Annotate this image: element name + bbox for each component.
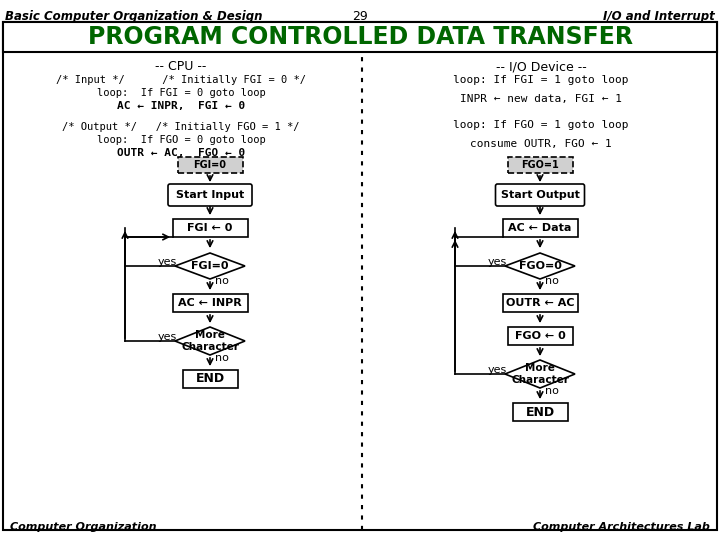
Text: yes: yes	[487, 365, 507, 375]
FancyBboxPatch shape	[495, 184, 585, 206]
Text: no: no	[545, 276, 559, 286]
Text: FGO ← 0: FGO ← 0	[515, 331, 565, 341]
FancyBboxPatch shape	[182, 370, 238, 388]
Polygon shape	[175, 327, 245, 355]
Text: loop: If FGO = 1 goto loop: loop: If FGO = 1 goto loop	[454, 120, 629, 130]
FancyBboxPatch shape	[168, 184, 252, 206]
Text: END: END	[195, 373, 225, 386]
FancyBboxPatch shape	[3, 22, 717, 52]
FancyBboxPatch shape	[3, 22, 717, 530]
FancyBboxPatch shape	[173, 294, 248, 312]
Text: AC ← INPR: AC ← INPR	[178, 298, 242, 308]
FancyBboxPatch shape	[173, 219, 248, 237]
Text: PROGRAM CONTROLLED DATA TRANSFER: PROGRAM CONTROLLED DATA TRANSFER	[88, 25, 632, 49]
Text: More
Character: More Character	[511, 363, 569, 385]
Text: OUTR ← AC: OUTR ← AC	[505, 298, 575, 308]
Text: FGI=0: FGI=0	[194, 160, 227, 170]
Text: Basic Computer Organization & Design: Basic Computer Organization & Design	[5, 10, 263, 23]
Text: no: no	[215, 276, 229, 286]
Text: Start Input: Start Input	[176, 190, 244, 200]
Text: Start Output: Start Output	[500, 190, 580, 200]
Text: -- I/O Device --: -- I/O Device --	[495, 60, 586, 73]
Text: Computer Architectures Lab: Computer Architectures Lab	[533, 522, 710, 532]
Text: /* Input */      /* Initially FGI = 0 */: /* Input */ /* Initially FGI = 0 */	[56, 75, 306, 85]
Polygon shape	[175, 253, 245, 279]
Polygon shape	[505, 253, 575, 279]
FancyBboxPatch shape	[508, 327, 572, 345]
Text: loop: If FGI = 1 goto loop: loop: If FGI = 1 goto loop	[454, 75, 629, 85]
Polygon shape	[505, 360, 575, 388]
Text: OUTR ← AC,  FGO ← 0: OUTR ← AC, FGO ← 0	[117, 148, 245, 158]
Text: I/O and Interrupt: I/O and Interrupt	[603, 10, 715, 23]
Text: More
Character: More Character	[181, 330, 239, 352]
Text: FGO=0: FGO=0	[518, 261, 562, 271]
Text: yes: yes	[158, 332, 176, 342]
Text: 29: 29	[352, 10, 368, 23]
FancyBboxPatch shape	[503, 219, 577, 237]
Text: INPR ← new data, FGI ← 1: INPR ← new data, FGI ← 1	[460, 94, 622, 104]
Text: consume OUTR, FGO ← 1: consume OUTR, FGO ← 1	[470, 139, 612, 149]
FancyBboxPatch shape	[508, 157, 572, 173]
Text: Computer Organization: Computer Organization	[10, 522, 156, 532]
FancyBboxPatch shape	[503, 294, 577, 312]
Text: AC ← Data: AC ← Data	[508, 223, 572, 233]
Text: AC ← INPR,  FGI ← 0: AC ← INPR, FGI ← 0	[117, 101, 245, 111]
FancyBboxPatch shape	[178, 157, 243, 173]
Text: FGI ← 0: FGI ← 0	[187, 223, 233, 233]
Text: FGO=1: FGO=1	[521, 160, 559, 170]
Text: FGI=0: FGI=0	[192, 261, 229, 271]
Text: /* Output */   /* Initially FGO = 1 */: /* Output */ /* Initially FGO = 1 */	[62, 122, 300, 132]
Text: no: no	[215, 353, 229, 363]
Text: -- CPU --: -- CPU --	[156, 60, 207, 73]
Text: yes: yes	[158, 257, 176, 267]
Text: loop:  If FGO = 0 goto loop: loop: If FGO = 0 goto loop	[96, 135, 266, 145]
Text: yes: yes	[487, 257, 507, 267]
Text: END: END	[526, 406, 554, 419]
Text: no: no	[545, 386, 559, 396]
FancyBboxPatch shape	[513, 403, 567, 421]
Text: loop:  If FGI = 0 goto loop: loop: If FGI = 0 goto loop	[96, 88, 266, 98]
